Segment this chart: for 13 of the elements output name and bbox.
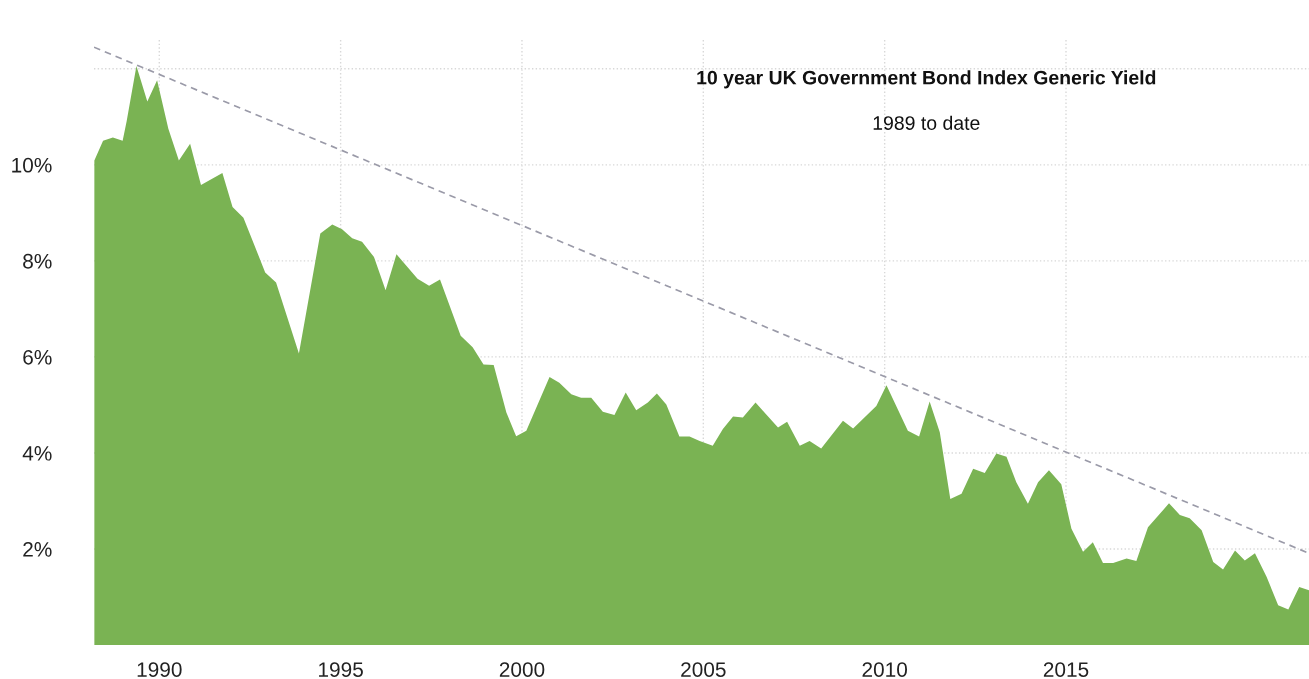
y-tick-label: 6%: [23, 349, 52, 365]
text: 10 year UK Government Bond Index Generic Yield: [697, 70, 1156, 89]
x-tick-label: 2000: [499, 662, 545, 677]
x-tick-label: 2005: [681, 662, 726, 677]
y-tick-label: 4%: [22, 446, 52, 461]
y-tick-label: 2%: [23, 541, 52, 557]
x-tick-label: 1990: [137, 662, 182, 677]
x-tick-label: 1995: [319, 662, 363, 677]
text: 1989 to date: [873, 115, 980, 130]
y-tick-label: 8%: [23, 253, 52, 269]
x-tick-label: 2015: [1043, 662, 1089, 677]
x-tick-label: 2010: [862, 662, 908, 677]
y-tick-label: 10%: [12, 157, 52, 173]
